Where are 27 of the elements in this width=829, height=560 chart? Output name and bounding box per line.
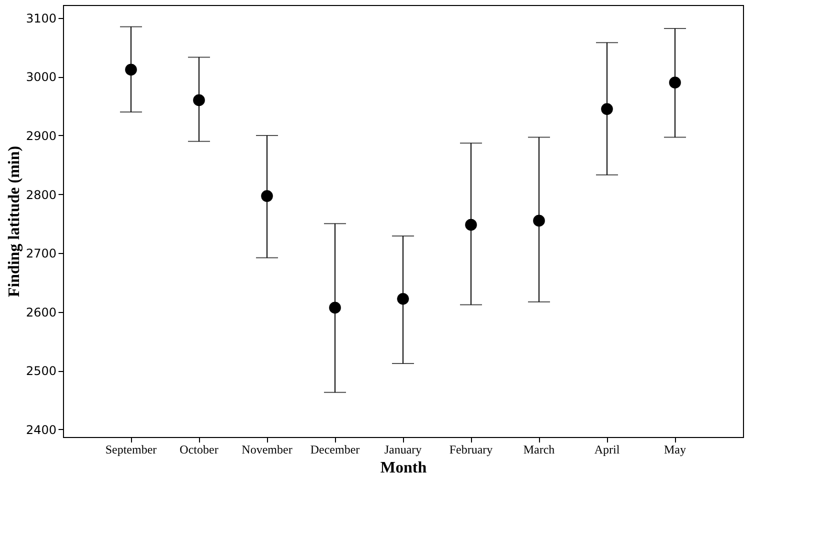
y-tick-label: 2700 (26, 246, 56, 261)
point (533, 214, 545, 227)
y-axis-title: Finding latitude (min) (6, 146, 23, 298)
x-tick-label: November (242, 442, 292, 456)
y-tick-label: 2600 (26, 305, 56, 320)
x-tick-label: May (664, 442, 686, 456)
x-tick-label: January (384, 442, 422, 456)
point (601, 103, 613, 115)
x-tick-label: March (523, 442, 555, 456)
y-tick-label: 2500 (26, 364, 56, 378)
y-tick-label: 2900 (26, 128, 56, 143)
x-tick-label: September (105, 442, 157, 456)
point (329, 302, 341, 314)
point (465, 218, 477, 231)
x-tick-label: December (310, 442, 360, 456)
y-tick-label: 3000 (26, 70, 56, 84)
point (397, 292, 409, 305)
point (125, 64, 137, 76)
x-tick-label: April (594, 442, 620, 456)
y-tick-label: 3100 (26, 11, 56, 26)
y-tick-label: 2400 (26, 422, 56, 437)
x-axis-title: Month (380, 460, 427, 476)
x-tick-label: October (180, 442, 218, 456)
x-tick-label: February (449, 442, 493, 456)
point (193, 94, 205, 106)
point (669, 76, 681, 88)
y-tick-label: 2800 (26, 188, 56, 202)
